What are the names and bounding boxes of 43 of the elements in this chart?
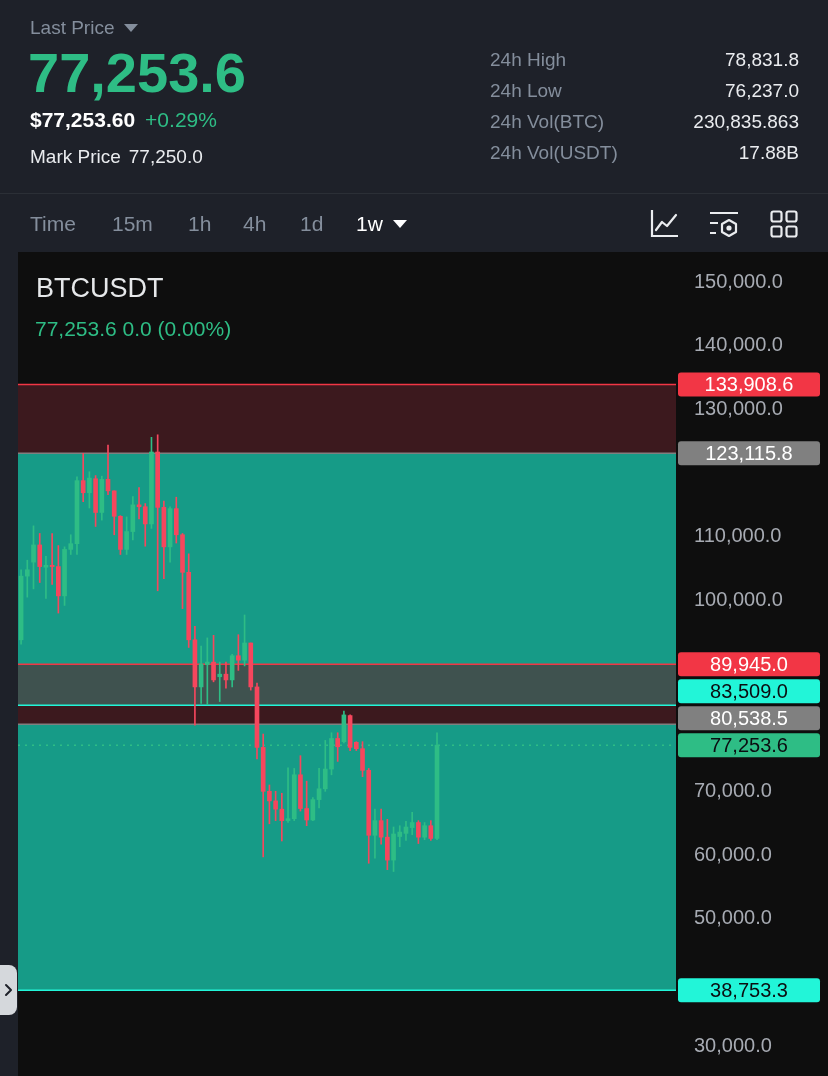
text: 17.88B: [738, 142, 799, 163]
y-tick-label: 100,000.0: [694, 587, 783, 610]
text: 24h Low: [490, 80, 562, 101]
text: 77,250.0: [128, 146, 203, 167]
text: 4h: [243, 212, 267, 235]
y-tick-label: 60,000.0: [694, 842, 772, 865]
y-tick-label: 30,000.0: [694, 1033, 772, 1056]
ref-line-label: 77,253.6: [710, 733, 788, 756]
ref-line-label: 89,945.0: [710, 652, 788, 675]
candlestick: [43, 556, 49, 599]
ref-line-label: 123,115.8: [705, 441, 793, 464]
text: Mark Price: [30, 146, 121, 167]
candlestick: [279, 792, 285, 842]
ref-line-label: 80,538.5: [710, 706, 788, 729]
text: 24h Vol(USDT): [490, 142, 618, 163]
text: 1w: [356, 212, 383, 235]
text: 78,831.8: [725, 49, 799, 70]
y-tick-label: 130,000.0: [694, 396, 783, 419]
text: 1h: [188, 212, 212, 235]
candlestick: [217, 661, 223, 702]
candlestick: [24, 559, 30, 598]
text: Time: [30, 212, 76, 235]
y-tick-label: 50,000.0: [694, 906, 772, 929]
y-tick-label: 110,000.0: [694, 524, 782, 547]
chart-title: BTCUSDT: [36, 273, 164, 303]
text: 1d: [300, 212, 324, 235]
text: 24h High: [490, 49, 567, 70]
text: 230,835.863: [693, 111, 799, 132]
text: 24h Vol(BTC): [490, 111, 605, 132]
ref-line-label: 83,509.0: [710, 679, 788, 702]
ref-line-label: 38,753.3: [710, 978, 788, 1001]
text: +0.29%: [145, 108, 217, 131]
y-tick-label: 140,000.0: [694, 333, 783, 356]
text: 76,237.0: [725, 80, 799, 101]
text: 77,253.6: [28, 41, 246, 104]
ref-line-label: 133,908.6: [704, 372, 794, 395]
text: 15m: [112, 212, 153, 235]
candlestick: [285, 767, 291, 823]
y-tick-label: 70,000.0: [694, 778, 772, 801]
text: 77,253.6 0.0 (0.00%): [35, 317, 232, 340]
y-tick-label: 150,000.0: [694, 269, 783, 292]
text: $77,253.60: [30, 108, 136, 131]
text: Last Price: [30, 17, 115, 38]
